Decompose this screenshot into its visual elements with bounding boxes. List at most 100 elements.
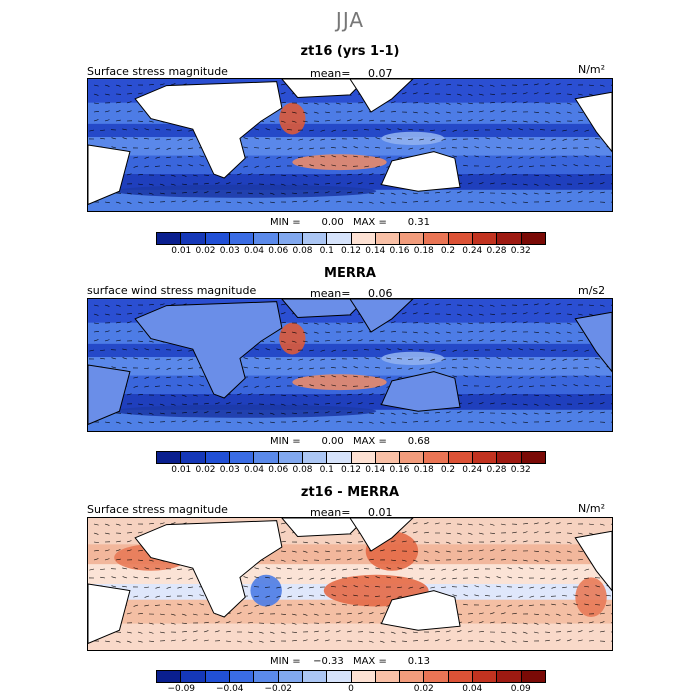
wind-vector bbox=[126, 84, 132, 87]
wind-vector bbox=[544, 303, 550, 306]
wind-vector bbox=[533, 322, 539, 324]
wind-vector bbox=[496, 357, 502, 360]
wind-vector bbox=[225, 182, 231, 185]
wind-vector bbox=[104, 84, 110, 87]
wind-vector bbox=[588, 411, 594, 414]
colorbar-segment bbox=[521, 671, 545, 682]
wind-vector bbox=[313, 331, 319, 334]
wind-vector bbox=[588, 84, 594, 87]
wind-vector bbox=[166, 376, 172, 379]
wind-vector bbox=[155, 367, 161, 370]
wind-vector bbox=[93, 339, 99, 342]
wind-vector bbox=[331, 375, 337, 378]
wind-vector bbox=[346, 191, 352, 194]
wind-vector bbox=[313, 394, 319, 397]
wind-vector bbox=[192, 613, 198, 616]
wind-vector bbox=[445, 523, 451, 525]
wind-vector bbox=[159, 192, 165, 195]
wind-vector bbox=[126, 612, 132, 615]
wind-vector bbox=[551, 164, 557, 167]
wind-vector bbox=[320, 577, 326, 580]
colorbar-tick-label: 0.04 bbox=[243, 465, 265, 475]
wind-vector bbox=[584, 366, 590, 369]
wind-vector bbox=[562, 138, 568, 141]
wind-vector bbox=[423, 531, 429, 534]
wind-vector bbox=[144, 367, 150, 370]
wind-vector bbox=[544, 403, 550, 406]
wind-vector bbox=[544, 340, 550, 343]
panel-2-mean-value: 0.06 bbox=[368, 287, 393, 300]
wind-vector bbox=[566, 191, 572, 194]
wind-vector bbox=[181, 631, 187, 633]
panel-2-variable: surface wind stress magnitude bbox=[87, 284, 257, 297]
wind-vector bbox=[111, 137, 117, 140]
field-blob bbox=[575, 577, 607, 617]
wind-vector bbox=[551, 138, 557, 141]
wind-vector bbox=[243, 366, 249, 369]
colorbar-segment bbox=[497, 452, 522, 463]
wind-vector bbox=[291, 120, 297, 123]
wind-vector bbox=[500, 631, 506, 634]
wind-vector bbox=[566, 630, 572, 633]
wind-vector bbox=[599, 393, 605, 396]
wind-vector bbox=[478, 93, 484, 96]
wind-vector bbox=[320, 358, 326, 361]
colorbar-segment bbox=[181, 233, 206, 244]
field-blob bbox=[114, 184, 377, 198]
wind-vector bbox=[254, 595, 260, 598]
wind-vector bbox=[320, 384, 326, 387]
wind-vector bbox=[412, 331, 418, 334]
wind-vector bbox=[115, 421, 121, 424]
wind-vector bbox=[375, 165, 381, 168]
wind-vector bbox=[375, 604, 381, 607]
wind-vector bbox=[522, 622, 528, 625]
wind-vector bbox=[375, 137, 381, 140]
wind-vector bbox=[236, 640, 242, 643]
wind-vector bbox=[188, 376, 194, 378]
field-blob bbox=[279, 102, 306, 135]
wind-vector bbox=[375, 367, 381, 369]
wind-vector bbox=[335, 102, 341, 105]
wind-vector bbox=[155, 348, 161, 351]
wind-vector bbox=[192, 200, 198, 203]
colorbar-segment bbox=[375, 452, 401, 463]
wind-vector bbox=[133, 576, 139, 579]
colorbar-segment bbox=[302, 452, 328, 463]
panel-3-variable: Surface stress magnitude bbox=[87, 503, 228, 516]
wind-vector bbox=[148, 201, 154, 203]
wind-vector bbox=[474, 129, 480, 131]
wind-vector bbox=[467, 182, 473, 185]
wind-vector bbox=[170, 639, 176, 642]
wind-vector bbox=[247, 622, 253, 624]
wind-vector bbox=[533, 340, 539, 343]
wind-vector bbox=[188, 367, 194, 369]
wind-vector bbox=[265, 128, 271, 131]
wind-vector bbox=[159, 174, 165, 177]
wind-vector bbox=[467, 313, 473, 316]
wind-vector bbox=[254, 357, 260, 360]
colorbar-segment bbox=[229, 452, 255, 463]
wind-vector bbox=[324, 550, 330, 553]
wind-vector bbox=[489, 330, 495, 333]
wind-vector bbox=[566, 322, 572, 325]
wind-vector bbox=[408, 586, 414, 589]
wind-vector bbox=[500, 540, 506, 543]
wind-vector bbox=[342, 366, 348, 369]
wind-vector bbox=[390, 559, 396, 562]
wind-vector bbox=[555, 403, 561, 406]
wind-vector bbox=[573, 384, 579, 387]
colorbar-segment bbox=[424, 671, 449, 682]
wind-vector bbox=[159, 303, 165, 306]
wind-vector bbox=[298, 384, 304, 387]
wind-vector bbox=[401, 559, 407, 562]
wind-vector bbox=[595, 594, 601, 597]
wind-vector bbox=[522, 312, 528, 315]
wind-vector bbox=[566, 420, 572, 423]
wind-vector bbox=[533, 111, 539, 113]
wind-vector bbox=[588, 640, 594, 642]
map-svg bbox=[88, 518, 612, 650]
wind-vector bbox=[346, 411, 352, 414]
wind-vector bbox=[298, 138, 304, 141]
wind-vector bbox=[177, 138, 183, 141]
wind-vector bbox=[133, 348, 139, 351]
